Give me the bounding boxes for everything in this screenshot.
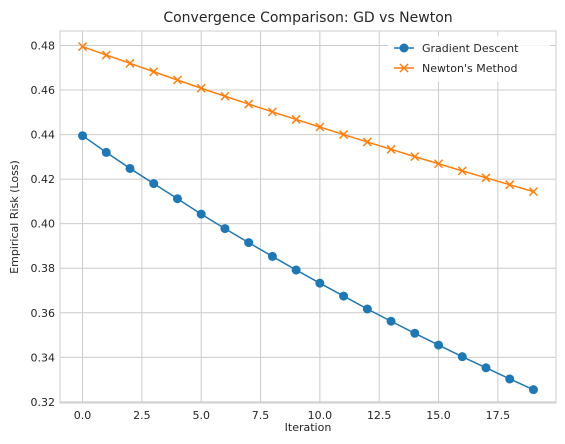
data-point-gradient-descent <box>78 131 88 141</box>
data-point-gradient-descent <box>149 179 159 189</box>
y-tick-labels: 0.32 0.34 0.36 0.38 0.40 0.42 0.44 0.46 0.48 <box>31 39 56 408</box>
x-axis-label: Iteration <box>285 421 332 434</box>
data-point-gradient-descent <box>362 304 372 314</box>
data-point-gradient-descent <box>267 251 277 261</box>
legend-marker-gradient-descent <box>399 43 409 53</box>
series-line-newton-s-method <box>82 45 534 193</box>
data-point-gradient-descent <box>434 340 444 350</box>
data-point-newton-s-method <box>125 58 135 68</box>
data-point-newton-s-method <box>291 114 301 124</box>
y-tick-label: 0.38 <box>31 262 56 275</box>
legend: Gradient Descent Newton's Method <box>388 36 550 82</box>
data-point-gradient-descent <box>196 209 206 219</box>
data-point-gradient-descent <box>457 352 467 362</box>
data-point-gradient-descent <box>125 163 135 173</box>
legend-marker-newtons-method <box>399 63 409 73</box>
y-tick-label: 0.42 <box>31 173 56 186</box>
data-point-gradient-descent <box>101 147 111 157</box>
data-point-newton-s-method <box>172 75 183 85</box>
data-point-gradient-descent <box>291 265 301 275</box>
data-point-gradient-descent <box>505 374 515 384</box>
y-tick-label: 0.36 <box>31 307 56 320</box>
data-point-newton-s-method <box>196 83 206 93</box>
y-tick-label: 0.40 <box>31 218 56 231</box>
plot-frame <box>59 30 557 404</box>
data-point-newton-s-method <box>267 107 277 117</box>
data-point-newton-s-method <box>339 130 349 140</box>
legend-label-newtons-method: Newton's Method <box>422 62 518 75</box>
y-tick-label: 0.44 <box>31 129 56 142</box>
x-tick-label: 10.0 <box>308 409 333 422</box>
data-point-newton-s-method <box>505 180 515 190</box>
data-point-newton-s-method <box>410 152 420 162</box>
legend-label-gradient-descent: Gradient Descent <box>422 42 519 55</box>
data-point-newton-s-method <box>386 144 396 154</box>
data-point-gradient-descent <box>172 194 182 204</box>
data-point-gradient-descent <box>410 328 420 338</box>
data-point-newton-s-method <box>315 122 325 132</box>
data-point-newton-s-method <box>244 99 254 109</box>
x-tick-label: 7.5 <box>252 409 270 422</box>
x-tick-label: 15.0 <box>426 409 451 422</box>
data-point-newton-s-method <box>220 91 230 101</box>
y-tick-label: 0.34 <box>31 351 56 364</box>
data-point-gradient-descent <box>386 316 396 326</box>
x-tick-label: 2.5 <box>133 409 151 422</box>
x-tick-label: 12.5 <box>367 409 392 422</box>
data-point-gradient-descent <box>244 238 254 248</box>
data-point-newton-s-method <box>457 166 467 176</box>
grid <box>60 31 556 403</box>
data-point-newton-s-method <box>433 159 444 169</box>
legend-box <box>388 36 550 82</box>
y-tick-label: 0.32 <box>31 396 56 409</box>
x-tick-labels: 0.0 2.5 5.0 7.5 10.0 12.5 15.0 17.5 <box>74 409 510 422</box>
data-point-gradient-descent <box>528 385 538 395</box>
y-tick-label: 0.48 <box>31 39 56 52</box>
data-point-newton-s-method <box>78 42 88 52</box>
x-tick-label: 5.0 <box>192 409 210 422</box>
chart-title: Convergence Comparison: GD vs Newton <box>163 10 452 26</box>
data-point-newton-s-method <box>528 187 538 197</box>
data-point-newton-s-method <box>149 67 159 77</box>
data-point-gradient-descent <box>481 363 491 373</box>
y-tick-label: 0.46 <box>31 84 56 97</box>
x-tick-label: 17.5 <box>486 409 511 422</box>
x-tick-label: 0.0 <box>74 409 92 422</box>
data-point-gradient-descent <box>220 224 230 234</box>
y-axis-label: Empirical Risk (Loss) <box>8 160 21 274</box>
data-point-newton-s-method <box>481 173 491 183</box>
series-layer <box>78 42 538 395</box>
data-point-newton-s-method <box>101 50 111 60</box>
data-point-newton-s-method <box>362 137 372 147</box>
data-point-gradient-descent <box>339 291 349 301</box>
data-point-gradient-descent <box>315 278 325 288</box>
